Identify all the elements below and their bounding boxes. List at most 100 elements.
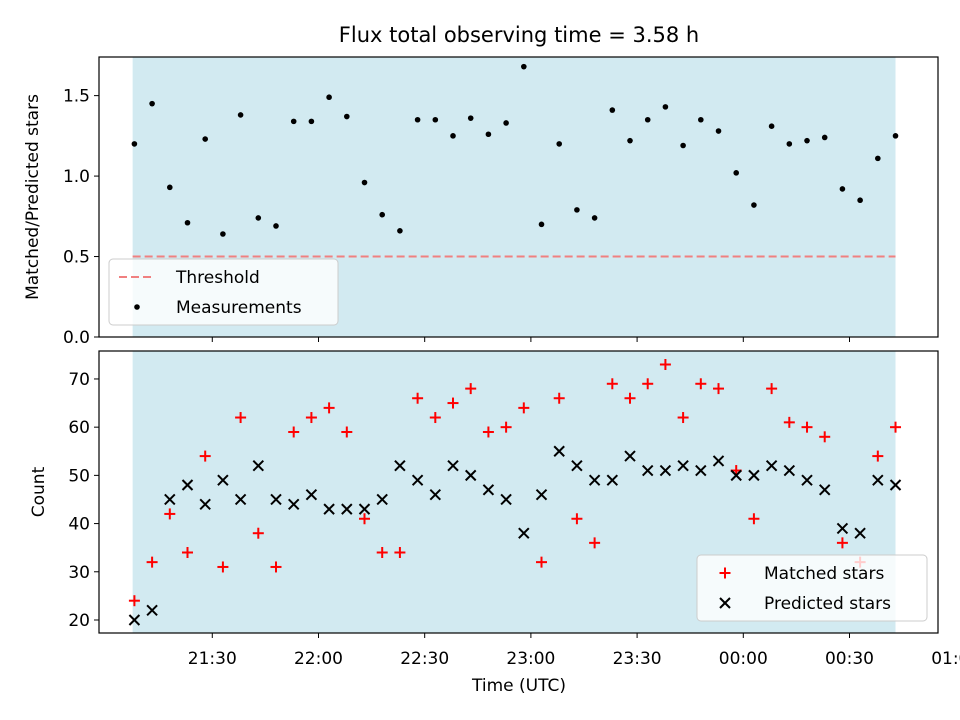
predicted-stars-point bbox=[748, 469, 760, 482]
matched-stars-point bbox=[659, 358, 671, 370]
measurements-point bbox=[450, 133, 456, 139]
predicted-stars-point bbox=[447, 460, 459, 472]
matched-stars-point bbox=[642, 378, 654, 390]
y-tick-label: 40 bbox=[68, 515, 90, 535]
bottom-panel-frame bbox=[98, 350, 939, 634]
predicted-stars-point bbox=[358, 503, 371, 515]
matched-stars-point bbox=[606, 378, 618, 390]
legend-label: Predicted stars bbox=[764, 594, 891, 614]
top-panel-frame bbox=[98, 56, 939, 338]
predicted-stars-point bbox=[819, 484, 831, 496]
predicted-stars-point bbox=[482, 484, 495, 496]
measurements-point bbox=[839, 186, 846, 192]
matched-stars-point bbox=[252, 527, 264, 539]
matched-stars-point bbox=[748, 513, 760, 525]
top-panel: 0.0 0.5 1.0 1.5 Matched/Predicted stars Thr… bbox=[23, 56, 939, 348]
measurements-point bbox=[556, 141, 563, 147]
predicted-stars-point bbox=[677, 460, 689, 472]
predicted-stars-point bbox=[695, 464, 707, 477]
x-tick-label: 22:00 bbox=[294, 649, 343, 669]
matched-stars-point bbox=[836, 537, 848, 549]
matched-stars-point bbox=[199, 450, 211, 462]
predicted-stars-point bbox=[128, 614, 141, 626]
measurements-point bbox=[149, 100, 155, 107]
predicted-stars-point bbox=[429, 488, 442, 501]
x-tick-label: 22:30 bbox=[400, 649, 449, 669]
predicted-stars-point bbox=[659, 464, 672, 477]
legend-label: Threshold bbox=[175, 268, 260, 288]
matched-stars-point bbox=[518, 402, 530, 414]
predicted-stars-point bbox=[217, 474, 229, 486]
matched-stars-point bbox=[323, 402, 335, 414]
predicted-stars-point bbox=[535, 488, 548, 501]
measurements-point bbox=[344, 113, 350, 120]
x-axis-ticks: 21:30 22:00 22:30 23:00 23:30 00:00 00:30 01:00 bbox=[188, 649, 960, 669]
y-tick-label: 1.5 bbox=[63, 87, 90, 107]
measurements-point bbox=[786, 141, 793, 147]
matched-stars-point bbox=[359, 513, 371, 525]
top-panel-legend: Threshold Measurements bbox=[108, 258, 339, 326]
measurements-point bbox=[574, 207, 580, 213]
measurements-point bbox=[680, 142, 686, 149]
predicted-stars-point bbox=[712, 455, 725, 467]
matched-stars-point bbox=[465, 383, 477, 395]
predicted-stars-point bbox=[588, 474, 601, 486]
measurements-point bbox=[432, 116, 439, 123]
matched-stars-point bbox=[482, 426, 494, 438]
x-tick-label: 21:30 bbox=[188, 649, 237, 669]
measurements-point bbox=[220, 231, 226, 237]
measurements-point bbox=[255, 215, 262, 221]
matched-stars-point bbox=[182, 546, 194, 558]
matched-stars-point bbox=[890, 421, 902, 433]
matched-stars-point bbox=[801, 421, 813, 433]
y-tick-label: 70 bbox=[68, 370, 90, 390]
matched-stars-point bbox=[589, 537, 601, 549]
matched-stars-point bbox=[447, 397, 459, 409]
predicted-stars-point bbox=[872, 474, 884, 486]
measurements-point bbox=[644, 116, 651, 123]
matched-stars-point bbox=[288, 426, 300, 438]
top-panel-y-label: Matched/Predicted stars bbox=[23, 94, 43, 300]
matched-stars-point bbox=[429, 412, 441, 424]
matched-stars-point bbox=[164, 508, 176, 520]
predicted-stars-point bbox=[305, 488, 318, 501]
predicted-stars-point bbox=[287, 498, 300, 510]
predicted-stars-point bbox=[500, 493, 512, 506]
measurements-point bbox=[202, 136, 209, 142]
predicted-stars-point bbox=[411, 474, 424, 486]
predicted-stars-point bbox=[889, 479, 902, 491]
measurements-point bbox=[538, 221, 545, 228]
measurements-point bbox=[821, 134, 828, 141]
matched-stars-point bbox=[713, 383, 725, 395]
matched-stars-point bbox=[270, 561, 282, 573]
measurements-point bbox=[662, 104, 669, 110]
predicted-stars-point bbox=[341, 503, 353, 515]
measurements-point bbox=[804, 137, 810, 144]
x-tick-label: 23:30 bbox=[613, 649, 662, 669]
x-tick-label: 00:00 bbox=[719, 649, 768, 669]
measurements-point bbox=[892, 133, 899, 139]
matched-stars-point bbox=[412, 392, 424, 404]
measurements-point bbox=[414, 116, 421, 123]
predicted-stars-point bbox=[270, 493, 282, 506]
predicted-stars-point bbox=[765, 460, 778, 472]
predicted-stars-point bbox=[252, 460, 265, 472]
matched-stars-point bbox=[217, 561, 229, 573]
legend-label: Measurements bbox=[176, 298, 302, 318]
matched-stars-point bbox=[783, 416, 795, 428]
legend-marker bbox=[134, 304, 140, 310]
matched-stars-point bbox=[819, 431, 831, 443]
predicted-stars-point bbox=[518, 527, 530, 539]
matched-stars-point bbox=[146, 556, 158, 568]
measurements-point bbox=[167, 184, 173, 191]
matched-stars-point bbox=[571, 513, 583, 525]
bottom-panel: 20 30 40 50 60 70 Count Matched stars Predicte… bbox=[29, 350, 939, 638]
count-series bbox=[128, 358, 902, 626]
measurements-point bbox=[467, 115, 474, 121]
predicted-stars-point bbox=[376, 493, 388, 506]
legend-box bbox=[696, 554, 928, 622]
measurements-point bbox=[485, 131, 492, 138]
predicted-stars-point bbox=[465, 469, 477, 482]
predicted-stars-point bbox=[553, 445, 565, 457]
